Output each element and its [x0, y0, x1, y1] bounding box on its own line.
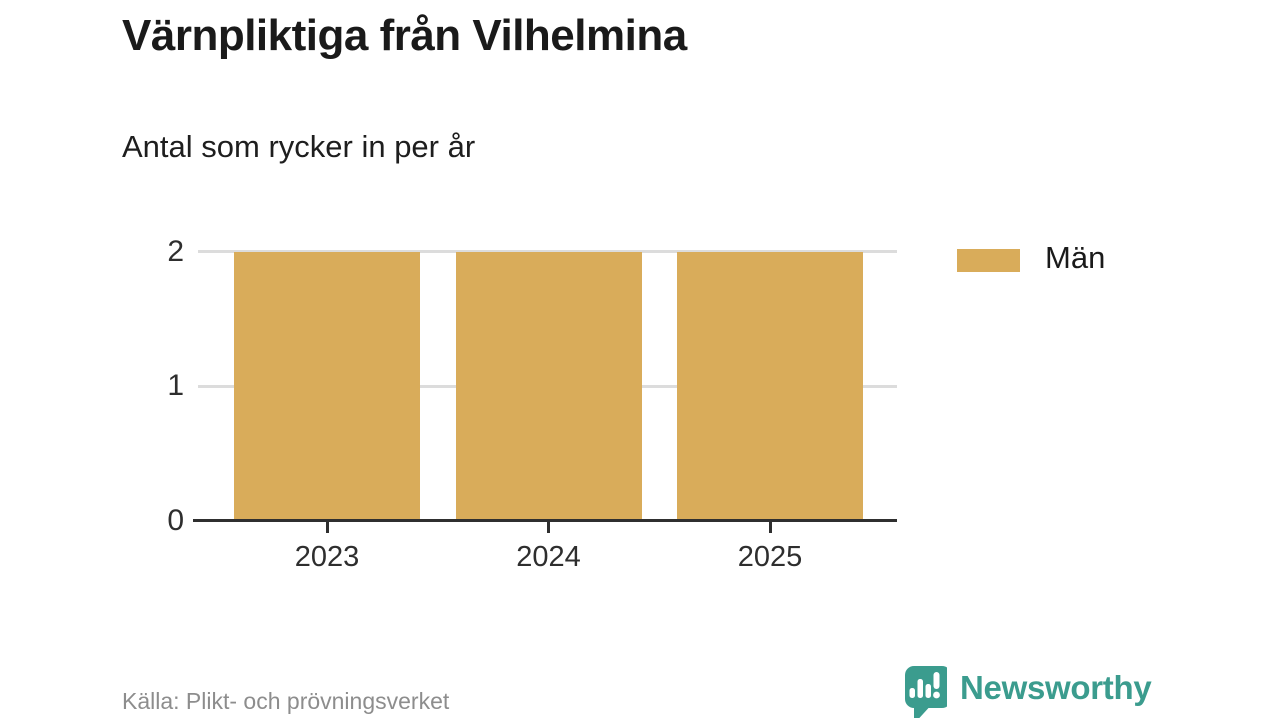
x-axis-tick: [768, 522, 772, 533]
brand-name: Newsworthy: [960, 669, 1152, 706]
bar: [677, 251, 863, 521]
bar: [455, 251, 642, 521]
chart-subtitle: Antal som rycker in per år: [122, 129, 476, 164]
y-axis-tick-label: 2: [167, 234, 184, 268]
chart-legend: Män: [957, 240, 1105, 276]
x-axis-tick: [547, 522, 550, 533]
legend-swatch: [957, 249, 1020, 272]
brand-logo: Newsworthy: [895, 664, 1152, 718]
y-axis-tick-label: 1: [167, 369, 184, 402]
y-axis-tick-label: 0: [167, 503, 184, 537]
newsworthy-speech-bubble-chart-icon: [905, 666, 947, 718]
bar: [234, 251, 420, 521]
x-axis-tick-label: 2024: [516, 541, 581, 573]
x-axis-line: [193, 519, 897, 522]
legend-item: Män: [957, 240, 1105, 276]
x-axis-tick: [325, 522, 329, 533]
legend-label: Män: [1045, 240, 1106, 275]
page-title: Värnpliktiga från Vilhelmina: [122, 11, 687, 60]
source-caption: Källa: Plikt- och prövningsverket: [122, 688, 450, 714]
x-axis-tick-label: 2025: [737, 541, 803, 573]
x-axis-tick-label: 2023: [294, 541, 360, 573]
